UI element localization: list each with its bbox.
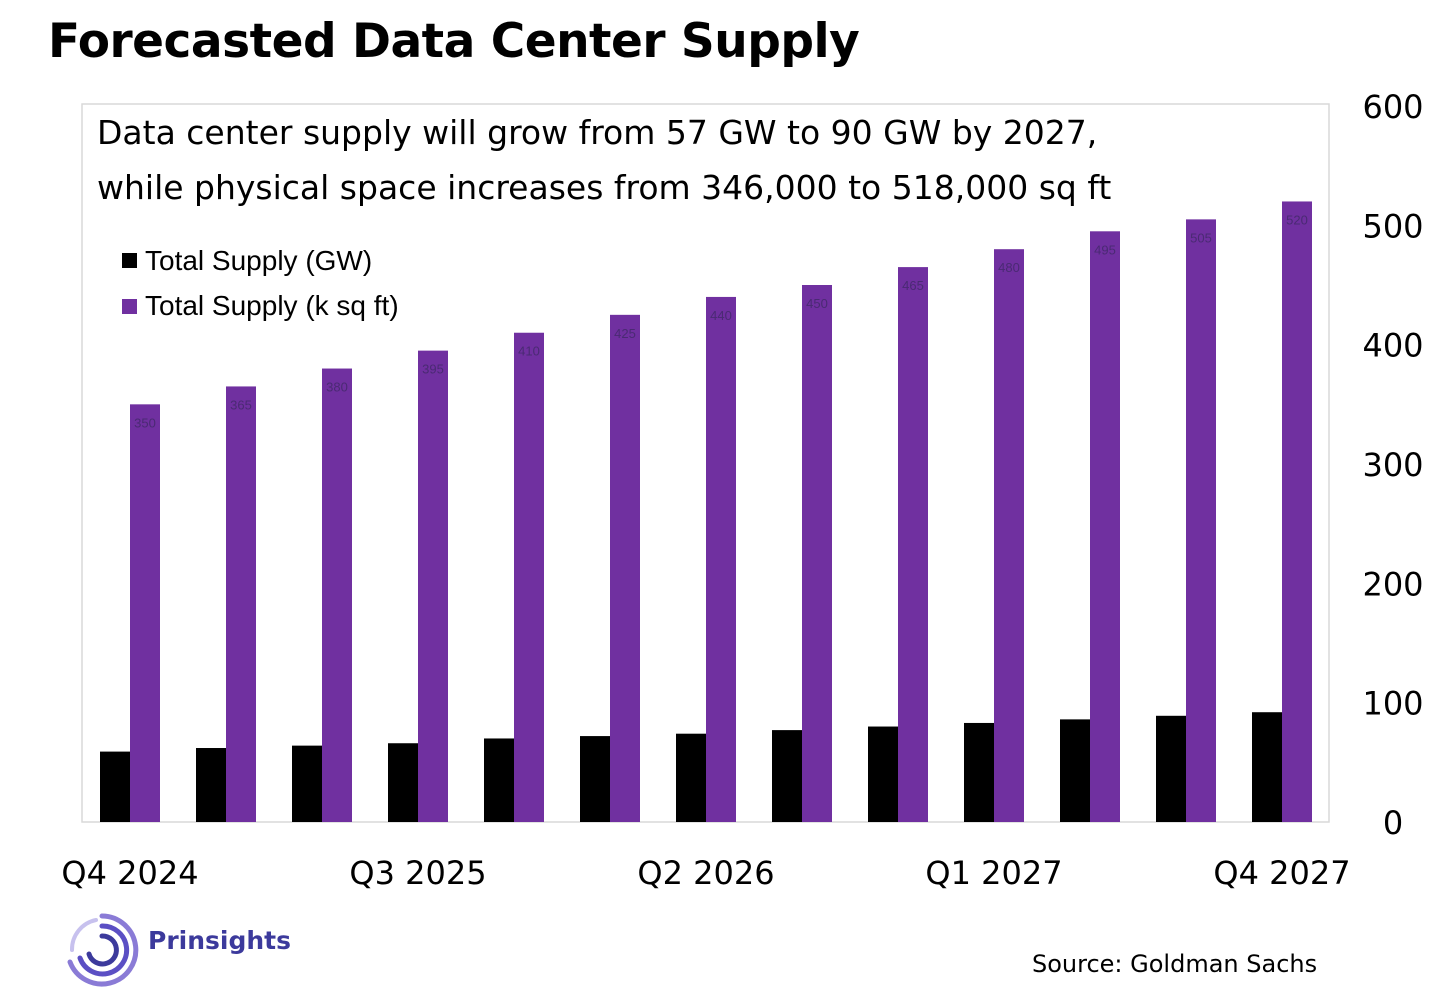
bar-gw-12	[1252, 712, 1282, 822]
data-label-sqft-2: 380	[326, 380, 348, 395]
chart-subtitle-line-1: Data center supply will grow from 57 GW …	[97, 113, 1097, 152]
bar-sqft-0	[130, 404, 160, 822]
bar-gw-1	[196, 748, 226, 822]
data-label-sqft-0: 350	[134, 415, 156, 430]
bar-gw-6	[676, 733, 706, 822]
legend-swatch-gw	[122, 253, 137, 268]
x-tick-label-6: Q2 2026	[637, 854, 774, 892]
plot-area-frame	[81, 103, 1330, 823]
bar-gw-0	[100, 751, 130, 822]
legend-label-gw: Total Supply (GW)	[145, 245, 372, 276]
bar-group: 350 365 380 395 410 425 440 450 465 480 495 505 520	[100, 201, 1312, 823]
bar-gw-4	[484, 738, 514, 822]
y-tick-label-400: 400	[1362, 327, 1423, 365]
data-label-sqft-9: 480	[998, 260, 1020, 275]
data-label-sqft-3: 395	[422, 362, 444, 377]
bar-sqft-2	[322, 368, 352, 822]
y-tick-label-0: 0	[1383, 804, 1403, 842]
data-label-sqft-8: 465	[902, 278, 924, 293]
y-tick-label-600: 600	[1362, 88, 1423, 126]
bar-sqft-9	[994, 249, 1024, 822]
bar-gw-11	[1156, 715, 1186, 822]
bar-sqft-8	[898, 267, 928, 823]
data-label-sqft-1: 365	[230, 397, 252, 412]
data-label-sqft-12: 520	[1286, 212, 1308, 227]
prinsights-logo-icon	[67, 913, 139, 987]
source-note: Source: Goldman Sachs	[1032, 950, 1318, 978]
y-tick-label-300: 300	[1362, 446, 1423, 484]
legend-swatch-sqft	[122, 299, 137, 314]
x-tick-label-12: Q4 2027	[1213, 854, 1350, 892]
bar-gw-3	[388, 743, 418, 822]
bar-sqft-6	[706, 296, 736, 822]
data-label-sqft-11: 505	[1190, 230, 1212, 245]
data-label-sqft-7: 450	[806, 296, 828, 311]
bar-sqft-1	[226, 386, 256, 822]
y-tick-label-100: 100	[1362, 685, 1423, 723]
bar-gw-10	[1060, 719, 1090, 822]
chart-subtitle-line-2: while physical space increases from 346,…	[97, 168, 1111, 207]
data-label-sqft-4: 410	[518, 344, 540, 359]
bar-sqft-12	[1282, 201, 1312, 822]
x-tick-label-9: Q1 2027	[925, 854, 1062, 892]
bar-gw-8	[868, 726, 898, 822]
data-label-sqft-6: 440	[710, 308, 732, 323]
x-tick-label-0: Q4 2024	[61, 854, 198, 892]
bar-sqft-4	[514, 332, 544, 822]
bar-gw-9	[964, 722, 994, 822]
legend: Total Supply (GW) Total Supply (k sq ft)	[122, 245, 399, 321]
x-tick-label-3: Q3 2025	[349, 854, 486, 892]
bar-sqft-5	[610, 314, 640, 822]
bar-sqft-7	[802, 285, 832, 822]
x-axis-tick-labels: Q4 2024 Q3 2025 Q2 2026 Q1 2027 Q4 2027	[61, 854, 1350, 892]
y-tick-label-200: 200	[1362, 565, 1423, 603]
y-axis-tick-labels: 0 100 200 300 400 500 600	[1362, 88, 1423, 842]
bar-gw-2	[292, 745, 322, 822]
data-label-sqft-5: 425	[614, 326, 636, 341]
bar-gw-5	[580, 736, 610, 822]
bar-sqft-3	[418, 350, 448, 822]
legend-label-sqft: Total Supply (k sq ft)	[145, 290, 399, 321]
bar-gw-7	[772, 730, 802, 822]
data-label-sqft-10: 495	[1094, 242, 1116, 257]
y-tick-label-500: 500	[1362, 207, 1423, 245]
brand-name: Prinsights	[148, 926, 291, 955]
bar-sqft-10	[1090, 231, 1120, 823]
page-title: Forecasted Data Center Supply	[48, 14, 860, 69]
bar-sqft-11	[1186, 219, 1216, 822]
